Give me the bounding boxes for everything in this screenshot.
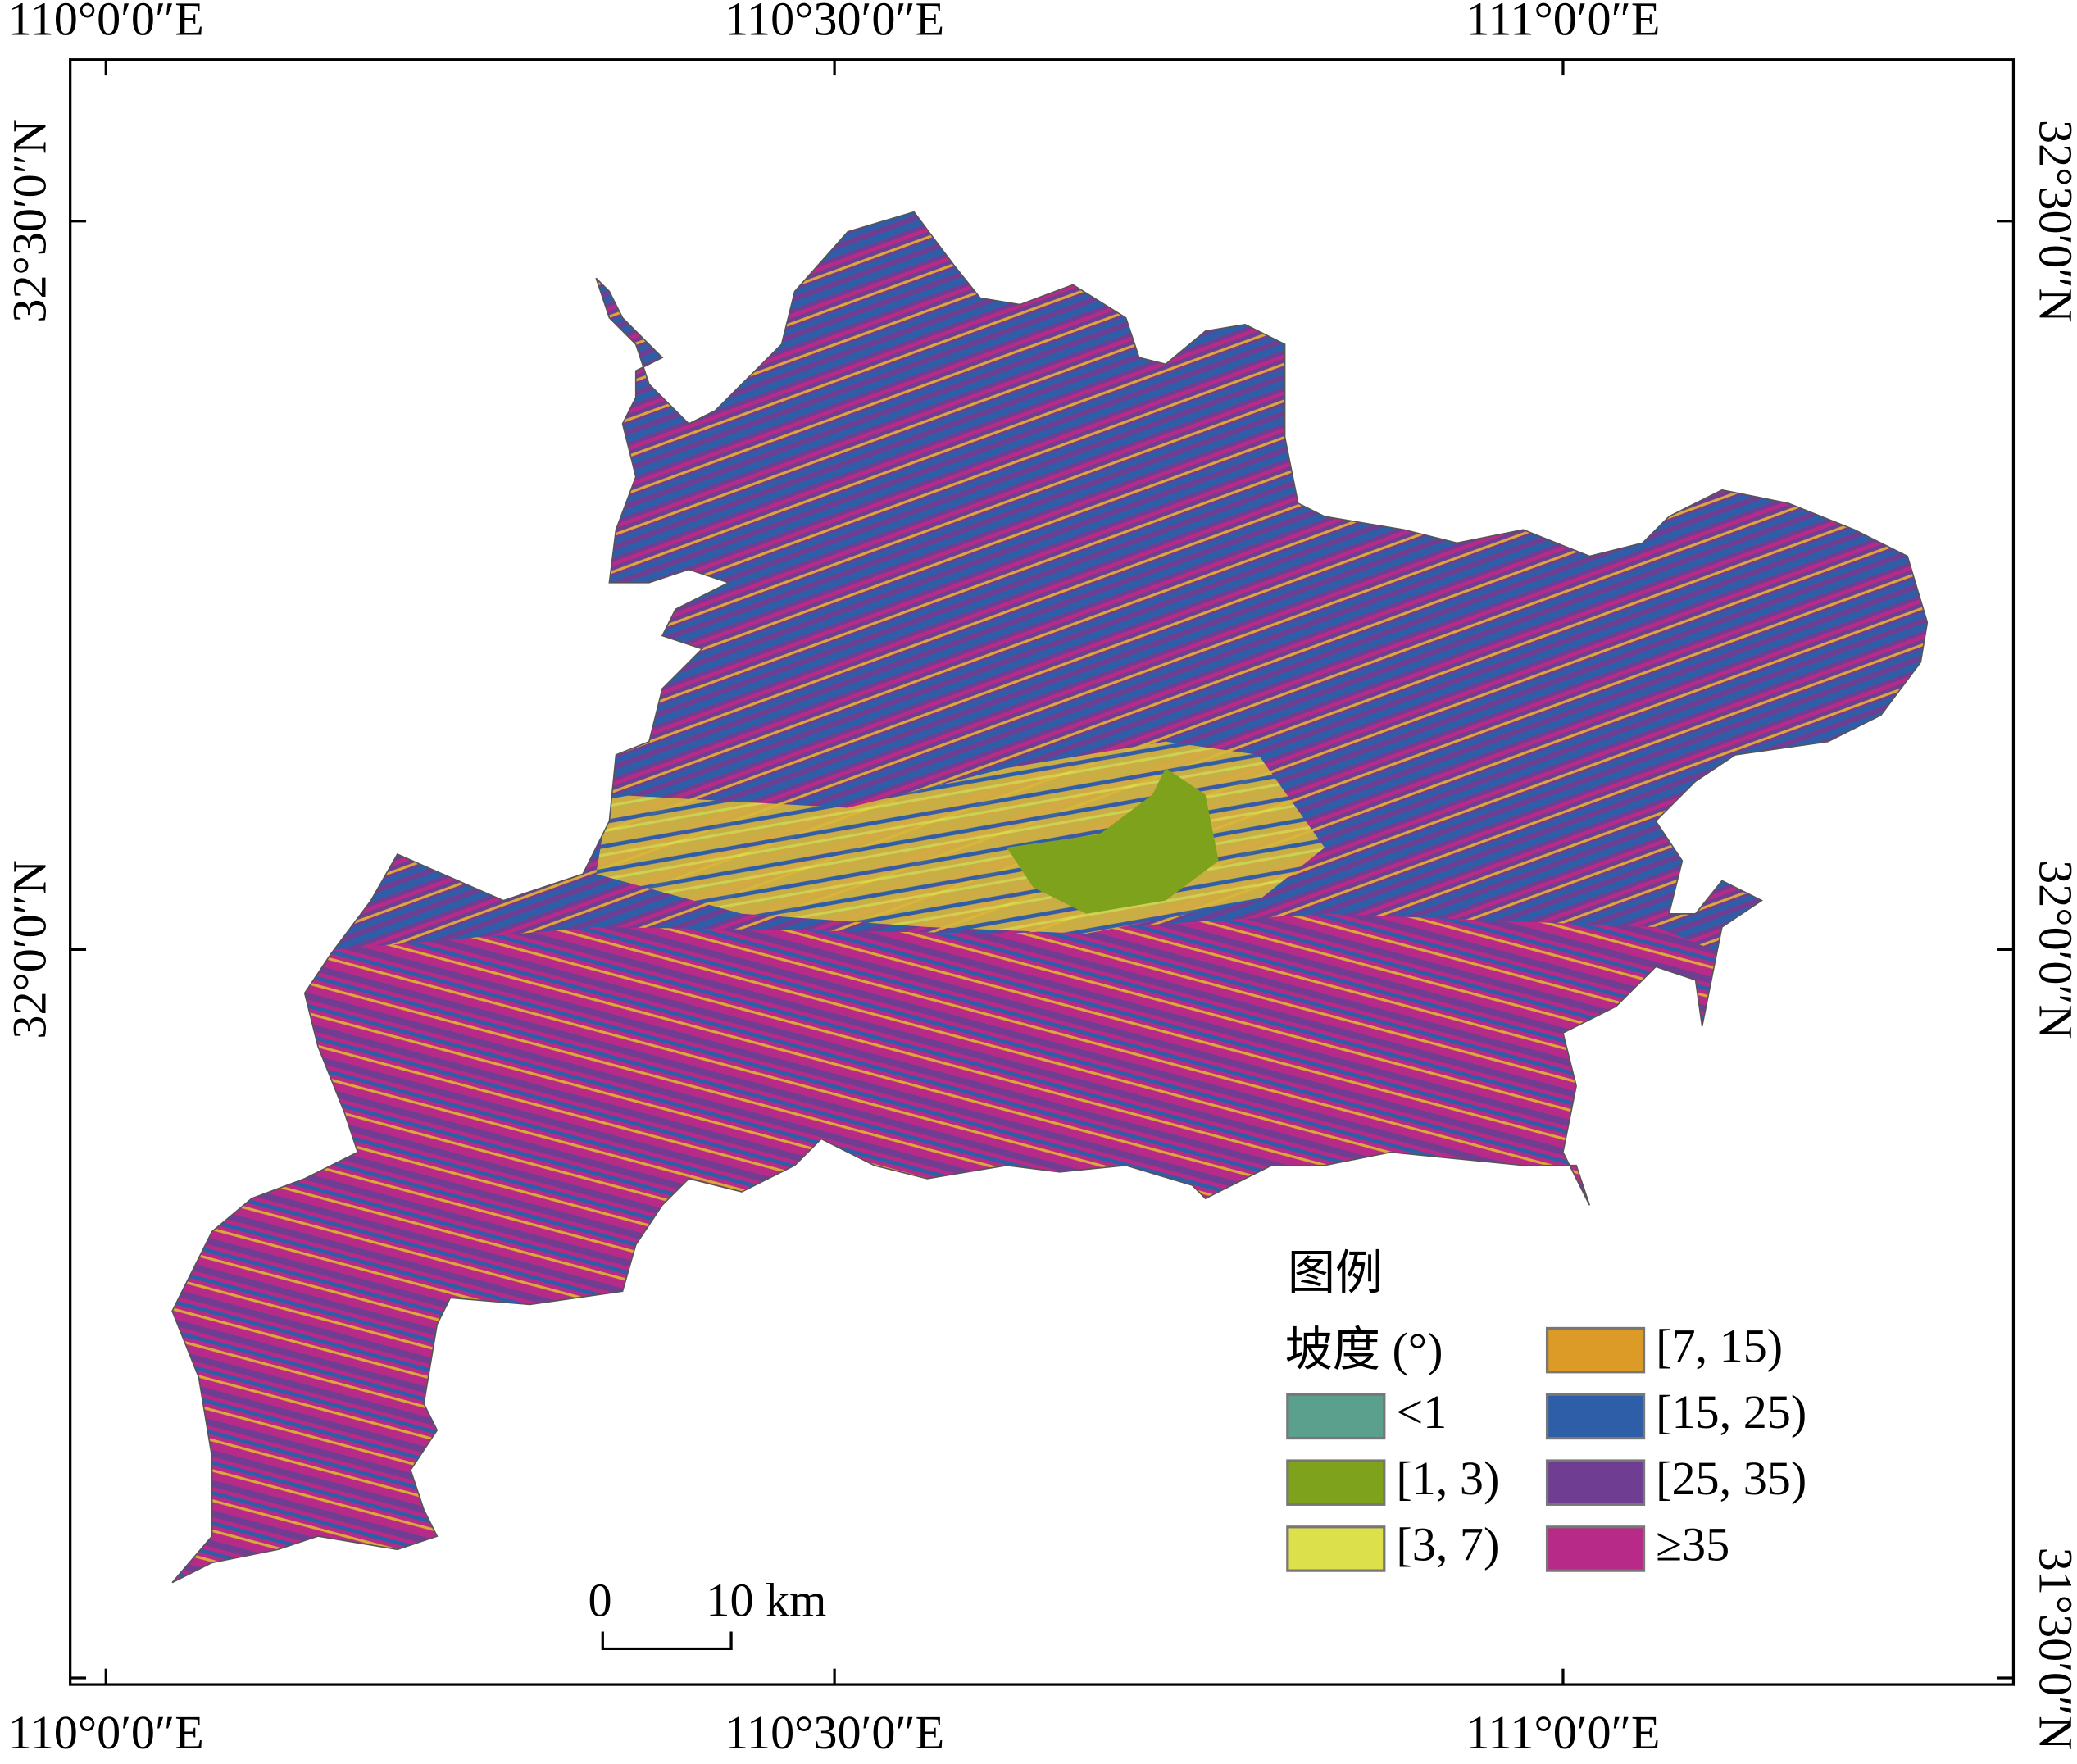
legend-swatch bbox=[1286, 1393, 1386, 1440]
legend-swatch bbox=[1545, 1525, 1646, 1572]
legend-swatch bbox=[1286, 1459, 1386, 1506]
scale-end: 10 km bbox=[706, 1573, 826, 1626]
legend-label: [25, 35) bbox=[1656, 1452, 1807, 1505]
scale-start: 0 bbox=[589, 1573, 612, 1626]
top-label: 110°30′0″E bbox=[725, 0, 944, 45]
legend-title: 图例 bbox=[1288, 1246, 1383, 1299]
scale-line bbox=[601, 1631, 733, 1651]
flat-plain bbox=[1007, 768, 1219, 914]
legend-label: [15, 25) bbox=[1656, 1385, 1807, 1439]
bottom-label: 110°30′0″E bbox=[725, 1706, 944, 1759]
right-label: 31°30′0″N bbox=[2029, 1548, 2077, 1751]
legend-swatch bbox=[1545, 1393, 1646, 1440]
graticule-ticks bbox=[70, 59, 2014, 1685]
right-label: 32°0′0″N bbox=[2029, 860, 2077, 1039]
bottom-label: 110°0′0″E bbox=[8, 1706, 204, 1759]
legend-swatch bbox=[1545, 1459, 1646, 1506]
bottom-label: 111°0′0″E bbox=[1466, 1706, 1661, 1759]
top-label: 110°0′0″E bbox=[8, 0, 204, 45]
left-label: 32°30′0″N bbox=[2, 120, 56, 323]
map-frame bbox=[69, 58, 2016, 1686]
top-label: 111°0′0″E bbox=[1466, 0, 1661, 45]
legend-label: [3, 7) bbox=[1396, 1518, 1499, 1571]
left-label: 32°0′0″N bbox=[2, 860, 56, 1039]
legend-label: [1, 3) bbox=[1396, 1452, 1499, 1505]
legend: 图例 坡度 (°) <1 [1, 3) [3, 7) [7, 15) [15, 25) [… bbox=[1285, 1246, 1807, 1572]
legend-swatch bbox=[1286, 1525, 1386, 1572]
legend-subtitle: 坡度 (°) bbox=[1285, 1323, 1443, 1376]
legend-label: [7, 15) bbox=[1656, 1319, 1783, 1372]
legend-label: <1 bbox=[1396, 1385, 1447, 1439]
legend-label: ≥35 bbox=[1656, 1518, 1729, 1571]
legend-swatch bbox=[1545, 1326, 1646, 1374]
right-label: 32°30′0″N bbox=[2029, 120, 2077, 323]
scale-bar: 0 10 km bbox=[589, 1573, 826, 1651]
